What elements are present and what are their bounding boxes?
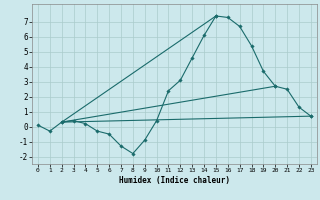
X-axis label: Humidex (Indice chaleur): Humidex (Indice chaleur)	[119, 176, 230, 185]
